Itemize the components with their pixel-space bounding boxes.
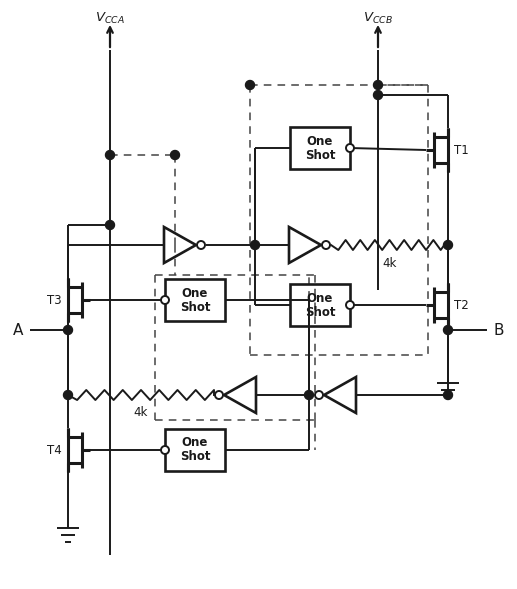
Text: T4: T4 — [47, 444, 62, 456]
Circle shape — [64, 391, 72, 399]
Circle shape — [105, 220, 114, 230]
Circle shape — [215, 391, 223, 399]
Circle shape — [305, 391, 313, 399]
Circle shape — [251, 240, 260, 250]
Text: 4k: 4k — [382, 256, 397, 270]
Text: T2: T2 — [454, 299, 469, 312]
Text: One: One — [182, 286, 208, 299]
Text: One: One — [307, 134, 333, 147]
Text: Shot: Shot — [305, 306, 335, 319]
Text: T1: T1 — [454, 144, 469, 157]
Text: A: A — [13, 323, 23, 337]
Circle shape — [197, 241, 205, 249]
Text: Shot: Shot — [305, 148, 335, 161]
Circle shape — [444, 240, 452, 250]
Text: $V_{CCA}$: $V_{CCA}$ — [95, 11, 125, 25]
Circle shape — [346, 301, 354, 309]
Circle shape — [444, 391, 452, 399]
Bar — [165, 429, 225, 471]
Text: Shot: Shot — [180, 300, 210, 313]
Circle shape — [373, 81, 383, 90]
Bar — [290, 127, 350, 169]
Bar — [165, 279, 225, 321]
Bar — [290, 284, 350, 326]
Circle shape — [246, 81, 254, 90]
Circle shape — [373, 91, 383, 100]
Circle shape — [346, 144, 354, 152]
Circle shape — [161, 446, 169, 454]
Circle shape — [64, 326, 72, 335]
Circle shape — [444, 326, 452, 335]
Circle shape — [161, 296, 169, 304]
Text: One: One — [182, 436, 208, 449]
Text: B: B — [494, 323, 504, 337]
Text: 4k: 4k — [134, 406, 148, 419]
Circle shape — [105, 151, 114, 160]
Text: $V_{CCB}$: $V_{CCB}$ — [363, 11, 393, 25]
Text: One: One — [307, 292, 333, 305]
Circle shape — [315, 391, 323, 399]
Text: T3: T3 — [48, 293, 62, 306]
Text: Shot: Shot — [180, 451, 210, 464]
Circle shape — [171, 151, 179, 160]
Circle shape — [322, 241, 330, 249]
